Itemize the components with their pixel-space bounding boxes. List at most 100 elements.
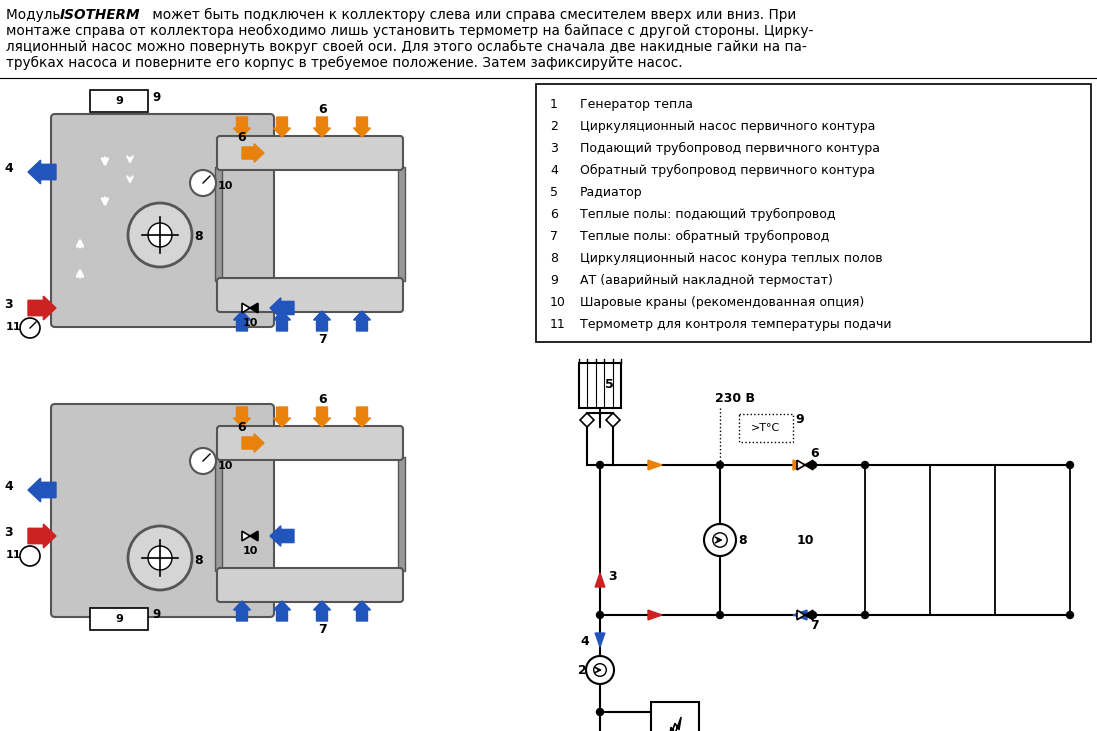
- Text: трубках насоса и поверните его корпус в требуемое положение. Затем зафиксируйте : трубках насоса и поверните его корпус в …: [5, 56, 682, 70]
- Polygon shape: [793, 460, 807, 470]
- Text: Обратный трубопровод первичного контура: Обратный трубопровод первичного контура: [580, 164, 875, 177]
- Text: 4: 4: [4, 480, 13, 493]
- Text: 7: 7: [550, 230, 558, 243]
- FancyArrow shape: [314, 601, 330, 621]
- Text: Шаровые краны (рекомендованная опция): Шаровые краны (рекомендованная опция): [580, 296, 864, 309]
- Text: 9: 9: [152, 91, 160, 104]
- Circle shape: [716, 461, 724, 469]
- Text: Генератор тепла: Генератор тепла: [580, 98, 693, 111]
- Polygon shape: [798, 610, 805, 620]
- Text: 4: 4: [4, 162, 13, 175]
- Text: может быть подключен к коллектору слева или справа смесителем вверх или вниз. Пр: может быть подключен к коллектору слева …: [148, 8, 796, 22]
- FancyArrow shape: [353, 601, 371, 621]
- Text: Модуль: Модуль: [5, 8, 65, 22]
- Bar: [90, 608, 148, 630]
- Polygon shape: [250, 303, 258, 313]
- Polygon shape: [242, 531, 250, 541]
- FancyBboxPatch shape: [217, 568, 403, 602]
- Text: 5: 5: [606, 379, 613, 392]
- Text: 5: 5: [550, 186, 558, 199]
- Text: 8: 8: [550, 252, 558, 265]
- FancyBboxPatch shape: [50, 404, 274, 617]
- Circle shape: [128, 526, 192, 590]
- Circle shape: [148, 223, 172, 247]
- Text: Теплые полы: подающий трубопровод: Теплые полы: подающий трубопровод: [580, 208, 836, 221]
- Text: 7: 7: [318, 623, 327, 636]
- FancyArrow shape: [353, 117, 371, 137]
- Bar: [536, 84, 1092, 342]
- Text: 10: 10: [218, 181, 234, 191]
- Text: 6: 6: [237, 131, 246, 144]
- Polygon shape: [793, 610, 807, 620]
- FancyArrow shape: [234, 601, 250, 621]
- FancyArrow shape: [29, 160, 56, 184]
- FancyArrow shape: [273, 407, 291, 427]
- Circle shape: [1066, 612, 1074, 618]
- FancyArrow shape: [273, 601, 291, 621]
- Circle shape: [190, 448, 216, 474]
- Text: 8: 8: [738, 534, 747, 547]
- Circle shape: [713, 533, 727, 548]
- FancyArrow shape: [353, 407, 371, 427]
- Text: 6: 6: [318, 393, 327, 406]
- Circle shape: [148, 546, 172, 570]
- Text: 10: 10: [244, 318, 259, 328]
- Text: 11: 11: [5, 322, 22, 332]
- Text: 7: 7: [318, 333, 327, 346]
- FancyBboxPatch shape: [217, 278, 403, 312]
- Text: >T°C: >T°C: [751, 423, 781, 433]
- FancyArrow shape: [242, 433, 264, 452]
- Text: 10: 10: [550, 296, 566, 309]
- FancyArrow shape: [29, 478, 56, 502]
- Polygon shape: [250, 531, 258, 541]
- Bar: [579, 363, 621, 407]
- Text: 9: 9: [115, 96, 123, 106]
- FancyArrow shape: [314, 311, 330, 331]
- Text: 9: 9: [152, 608, 160, 621]
- Circle shape: [597, 708, 603, 716]
- FancyArrow shape: [270, 298, 294, 318]
- Polygon shape: [805, 610, 813, 620]
- Circle shape: [20, 546, 39, 566]
- Polygon shape: [805, 461, 813, 470]
- Text: Циркуляционный насос первичного контура: Циркуляционный насос первичного контура: [580, 120, 875, 133]
- Text: 3: 3: [4, 526, 13, 539]
- Text: 230 В: 230 В: [715, 392, 755, 405]
- Circle shape: [861, 461, 869, 469]
- FancyBboxPatch shape: [739, 414, 793, 442]
- Text: 10: 10: [244, 546, 259, 556]
- FancyArrow shape: [314, 407, 330, 427]
- Circle shape: [597, 461, 603, 469]
- Circle shape: [810, 461, 816, 469]
- Text: 8: 8: [194, 553, 203, 567]
- FancyBboxPatch shape: [217, 136, 403, 170]
- Circle shape: [597, 612, 603, 618]
- Polygon shape: [798, 461, 805, 470]
- Text: 11: 11: [5, 550, 22, 560]
- Text: 2: 2: [550, 120, 558, 133]
- Bar: [398, 167, 405, 281]
- Text: 6: 6: [810, 447, 818, 460]
- Circle shape: [20, 318, 39, 338]
- FancyArrow shape: [234, 311, 250, 331]
- FancyArrow shape: [273, 117, 291, 137]
- Text: 8: 8: [194, 230, 203, 243]
- Bar: [398, 457, 405, 571]
- Text: ⇒ Направление движения теплоносителя: ⇒ Направление движения теплоносителя: [60, 437, 382, 450]
- Circle shape: [810, 612, 816, 618]
- FancyBboxPatch shape: [50, 114, 274, 327]
- Circle shape: [593, 664, 607, 676]
- Text: ляционный насос можно повернуть вокруг своей оси. Для этого ослабьте сначала две: ляционный насос можно повернуть вокруг с…: [5, 40, 806, 54]
- Text: 9: 9: [795, 413, 804, 426]
- Polygon shape: [606, 413, 620, 427]
- Text: Теплые полы: обратный трубопровод: Теплые полы: обратный трубопровод: [580, 230, 829, 243]
- Text: Подающий трубопровод первичного контура: Подающий трубопровод первичного контура: [580, 142, 880, 155]
- Text: 7: 7: [810, 619, 818, 632]
- FancyArrow shape: [314, 117, 330, 137]
- Text: 6: 6: [550, 208, 558, 221]
- Text: 6: 6: [237, 421, 246, 434]
- Circle shape: [1066, 461, 1074, 469]
- FancyArrow shape: [234, 407, 250, 427]
- Polygon shape: [595, 633, 604, 647]
- Polygon shape: [648, 610, 661, 620]
